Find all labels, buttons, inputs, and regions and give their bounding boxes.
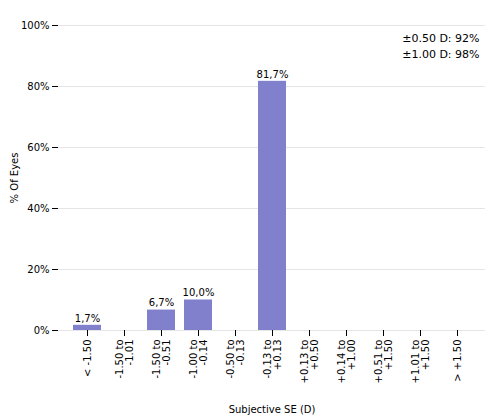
svg-text:20%: 20% [27,264,49,275]
svg-text:+0.13 to+0.50: +0.13 to+0.50 [299,340,320,384]
svg-text:> +1.50: > +1.50 [452,340,463,382]
svg-text:100%: 100% [21,20,50,31]
svg-text:81,7%: 81,7% [257,69,289,80]
svg-text:0%: 0% [34,325,50,336]
svg-text:-0.50 to-0.13: -0.50 to-0.13 [225,340,246,379]
svg-text:-1.00 to-0.14: -1.00 to-0.14 [188,340,209,379]
svg-text:+0.14 to+1.00: +0.14 to+1.00 [336,340,357,384]
svg-text:-1.50 to-0.51: -1.50 to-0.51 [151,340,172,379]
svg-text:+1.01 to+1.50: +1.01 to+1.50 [410,340,431,384]
svg-text:6,7%: 6,7% [149,297,174,308]
svg-text:< -1.50: < -1.50 [82,340,93,377]
svg-text:1,7%: 1,7% [75,313,100,324]
svg-text:+0.51 to+1.50: +0.51 to+1.50 [373,340,394,384]
svg-text:10,0%: 10,0% [183,287,215,298]
svg-text:±0.50 D: 92%±1.00 D: 98%: ±0.50 D: 92%±1.00 D: 98% [402,32,479,60]
svg-text:60%: 60% [27,142,49,153]
svg-text:80%: 80% [27,81,49,92]
svg-text:-1.50 to-1.01: -1.50 to-1.01 [114,340,135,379]
svg-text:Subjective SE (D): Subjective SE (D) [229,404,316,415]
svg-text:40%: 40% [27,203,49,214]
svg-text:% Of Eyes: % Of Eyes [9,153,20,204]
svg-text:-0.13 to+0.13: -0.13 to+0.13 [262,340,283,379]
